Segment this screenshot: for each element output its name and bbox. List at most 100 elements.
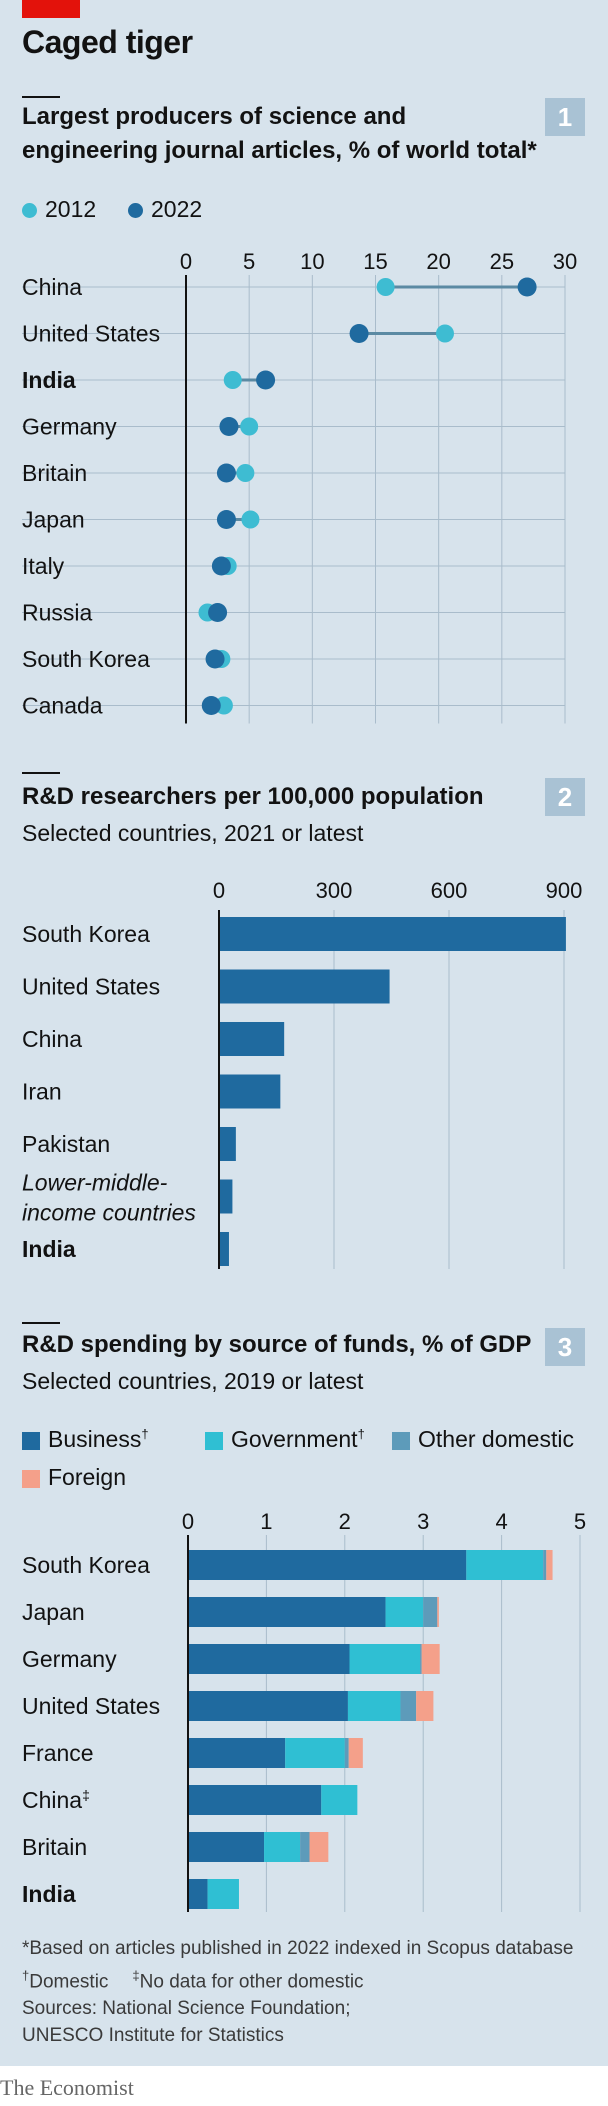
bar-business-britain	[188, 1832, 265, 1862]
legend-dot-2012	[22, 203, 37, 219]
category-label-germany: Germany	[22, 414, 117, 440]
bar-south-korea	[219, 917, 566, 951]
chart-3-stacked-bars: 0 1 2 3 4 5 South Korea Japan Germany United Stat…	[22, 1509, 586, 1912]
point-2022-india	[256, 370, 276, 390]
bar-foreign-south-korea	[546, 1550, 553, 1580]
chart-1-dumbbell: 0 5 10 15 20 25 30 China United States India Germa…	[22, 249, 577, 724]
x-tick-label: 0	[182, 1509, 194, 1534]
x-tick-label: 15	[363, 249, 387, 274]
bar-china	[219, 1022, 285, 1056]
bar-iran	[219, 1074, 281, 1109]
bar-government-south-korea	[466, 1550, 544, 1580]
legend-mark-government: †	[357, 1426, 365, 1442]
footnotes: *Based on articles published in 2022 ind…	[22, 1935, 573, 2049]
x-tick-label: 10	[300, 249, 324, 274]
x-tick-label: 20	[426, 249, 450, 274]
section-3-subtitle: Selected countries, 2019 or latest	[22, 1368, 364, 1394]
bar-pakistan	[219, 1127, 236, 1161]
footnote-ddagger: No data for other domestic	[139, 1971, 364, 1993]
category-label-india: India	[22, 1236, 76, 1262]
footnote-marks: †Domestic ‡No data for other domestic	[22, 1962, 573, 1995]
legend-label-2022: 2022	[151, 196, 203, 222]
section-1-rule	[22, 96, 60, 98]
bar-government-india	[207, 1879, 239, 1909]
x-tick-label: 25	[490, 249, 514, 274]
bar-business-germany	[188, 1644, 350, 1674]
legend-mark-business: †	[141, 1426, 149, 1442]
category-label-france: France	[22, 1740, 94, 1766]
bar-other-domestic-britain	[300, 1832, 310, 1862]
category-label-united-states: United States	[22, 321, 160, 347]
legend-label-other-domestic: Other domestic	[418, 1426, 574, 1452]
bar-other-domestic-south-korea	[543, 1550, 547, 1580]
sources-line-1: Sources: National Science Foundation;	[22, 1998, 351, 2020]
category-label-lower-middle-income-countries-line-1: Lower-middle-	[22, 1170, 168, 1196]
footnote-dagger: Domestic	[29, 1971, 109, 1993]
x-tick-label: 300	[316, 878, 353, 903]
x-tick-label: 30	[553, 249, 577, 274]
category-label-britain: Britain	[22, 1834, 87, 1860]
legend-label-foreign: Foreign	[48, 1464, 126, 1490]
x-tick-label: 900	[546, 878, 583, 903]
section-2-subtitle: Selected countries, 2021 or latest	[22, 820, 364, 846]
bar-other-domestic-united-states	[400, 1691, 417, 1721]
bar-lower-middle-income-countries	[219, 1179, 233, 1214]
section-2-rule	[22, 772, 60, 774]
point-2022-united-states	[349, 324, 369, 343]
category-label-india: India	[22, 367, 76, 393]
legend-item-business: Business†	[22, 1426, 149, 1453]
legend-swatch-other-domestic	[392, 1431, 410, 1450]
x-tick-label: 2	[339, 1509, 351, 1534]
category-label-canada: Canada	[22, 693, 103, 719]
legend-dot-2022	[128, 203, 143, 219]
point-2022-japan	[216, 510, 236, 529]
point-2012-china	[376, 278, 395, 296]
bar-foreign-britain	[309, 1832, 329, 1862]
legend-item-2022: 2022	[128, 196, 202, 223]
legend-label-government: Government	[231, 1426, 358, 1452]
category-label-iran: Iran	[22, 1079, 62, 1105]
bar-government-china	[321, 1785, 358, 1815]
red-tag-logo	[22, 0, 80, 18]
category-label-china: China	[22, 274, 82, 300]
section-3-title: R&D spending by source of funds, % of GD…	[22, 1331, 532, 1358]
bar-government-britain	[264, 1832, 301, 1862]
bar-foreign-germany	[421, 1644, 440, 1674]
bar-other-domestic-japan	[423, 1597, 438, 1627]
point-2012-germany	[240, 417, 259, 436]
section-2-number: 2	[545, 778, 585, 816]
bar-united-states	[219, 969, 390, 1004]
legend-item-2012: 2012	[22, 196, 96, 223]
point-2022-china	[517, 277, 537, 297]
category-label-china: China‡	[22, 1787, 90, 1813]
bar-government-japan	[385, 1597, 424, 1627]
chart-2-bars: 0 300 600 900 South Korea United States China I…	[22, 878, 583, 1269]
x-tick-label: 4	[495, 1509, 507, 1534]
section-1-title: Largest producers of science and enginee…	[22, 103, 537, 164]
bar-foreign-united-states	[416, 1691, 434, 1721]
bar-business-united-states	[188, 1691, 348, 1721]
x-tick-label: 0	[213, 878, 225, 903]
x-tick-label: 0	[180, 249, 192, 274]
sources-line-2: UNESCO Institute for Statistics	[22, 2025, 284, 2047]
bar-government-united-states	[347, 1691, 401, 1721]
category-label-pakistan: Pakistan	[22, 1131, 110, 1157]
bar-other-domestic-germany	[420, 1644, 422, 1674]
bar-other-domestic-france	[344, 1738, 349, 1768]
legend-item-foreign: Foreign	[22, 1464, 126, 1491]
category-label-united-states: United States	[22, 974, 160, 1000]
bar-business-india	[188, 1879, 208, 1909]
section-1-number: 1	[545, 98, 585, 136]
point-2022-south-korea	[205, 649, 225, 669]
x-tick-label: 3	[417, 1509, 429, 1534]
bar-business-china	[188, 1785, 322, 1815]
legend-swatch-government	[205, 1431, 223, 1450]
bar-business-france	[188, 1738, 286, 1768]
category-label-britain: Britain	[22, 460, 87, 486]
point-2012-japan	[241, 510, 260, 529]
category-label-lower-middle-income-countries-line-2: income countries	[22, 1200, 196, 1226]
x-tick-label: 5	[243, 249, 255, 274]
category-label-japan: Japan	[22, 1599, 85, 1625]
point-2012-united-states	[435, 324, 454, 343]
